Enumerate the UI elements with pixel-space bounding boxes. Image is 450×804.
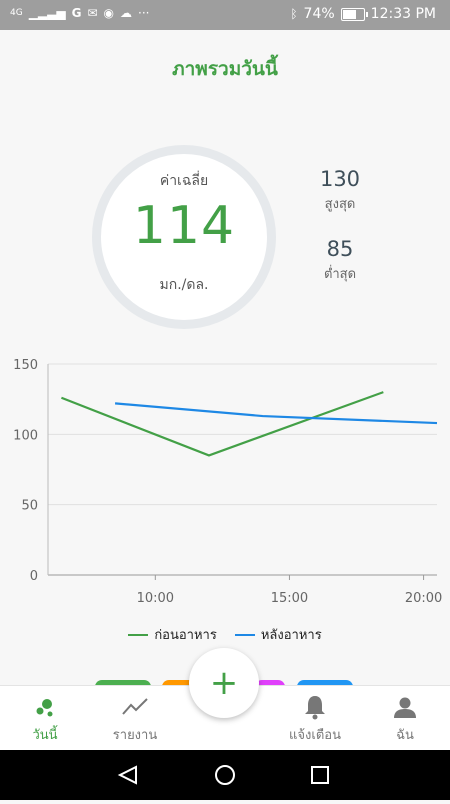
legend-swatch-before-meal	[128, 633, 149, 636]
signal-icon: ▁▂▃▅	[28, 6, 66, 20]
average-gauge: ค่าเฉลี่ย 114 มก./ดล.	[92, 145, 276, 329]
clock: 12:33 PM	[370, 6, 436, 22]
series-line-before-meal	[61, 391, 384, 457]
x-tick-label: 20:00	[405, 591, 442, 606]
average-value: 114	[132, 196, 236, 256]
average-label: ค่าเฉลี่ย	[159, 173, 209, 189]
y-tick-label: 50	[21, 499, 38, 514]
nav-notifications[interactable]: แจ้งเตือน	[275, 694, 355, 745]
bell-icon	[275, 694, 355, 720]
chart-legend: ก่อนอาหาร หลังอาหาร	[0, 624, 450, 645]
min-value: 85	[326, 237, 354, 261]
status-left: 4G ▁▂▃▅ G ✉ ◉ ☁ ···	[10, 6, 149, 20]
gmail-icon: ✉	[87, 6, 98, 20]
system-nav-bar	[0, 750, 450, 800]
ellipsis-icon: ···	[138, 6, 150, 20]
y-tick-label: 0	[30, 569, 38, 584]
cloud-icon: ☁	[120, 6, 133, 20]
dots-icon	[5, 694, 85, 720]
nav-me[interactable]: ฉัน	[365, 694, 445, 745]
min-label: ต่ำสุด	[323, 267, 357, 282]
battery-icon	[340, 7, 368, 21]
series-line-after-meal	[114, 402, 438, 425]
nav-report[interactable]: รายงาน	[95, 694, 175, 745]
nav-notifications-label: แจ้งเตือน	[289, 728, 341, 743]
nav-today-label: วันนี้	[32, 728, 58, 743]
legend-item-after-meal: หลังอาหาร	[234, 624, 322, 645]
unit-label: มก./ดล.	[159, 277, 209, 293]
plus-icon: +	[209, 663, 239, 703]
battery-percent: 74%	[303, 6, 335, 22]
nav-me-label: ฉัน	[396, 728, 414, 743]
recents-icon	[311, 766, 329, 784]
legend-label-before-meal: ก่อนอาหาร	[154, 628, 217, 643]
glucose-chart: 0 50 100 150 10:00 15:00 20:00	[13, 358, 442, 606]
x-tick-label: 10:00	[137, 591, 174, 606]
max-label: สูงสุด	[324, 197, 356, 212]
y-tick-label: 150	[13, 358, 38, 373]
google-icon: G	[71, 6, 82, 20]
network-type: 4G	[10, 8, 23, 18]
legend-label-after-meal: หลังอาหาร	[260, 628, 322, 643]
max-stat: 130 สูงสุด	[300, 167, 380, 214]
max-value: 130	[319, 167, 361, 191]
home-icon	[215, 765, 235, 785]
page-title: ภาพรวมวันนี้	[172, 58, 278, 80]
nav-report-label: รายงาน	[112, 728, 158, 743]
bluetooth-icon: ᛒ	[290, 7, 298, 21]
panda-icon: ◉	[103, 6, 115, 20]
person-icon	[365, 694, 445, 720]
status-bar: 4G ▁▂▃▅ G ✉ ◉ ☁ ··· ᛒ 74% 12:33 PM	[0, 0, 450, 30]
status-right: ᛒ 74% 12:33 PM	[290, 6, 436, 22]
nav-today[interactable]: วันนี้	[5, 694, 85, 745]
y-tick-label: 100	[13, 428, 38, 443]
back-icon	[117, 765, 137, 785]
add-reading-button[interactable]: +	[189, 648, 259, 718]
min-stat: 85 ต่ำสุด	[300, 237, 380, 284]
trend-icon	[95, 694, 175, 720]
legend-item-before-meal: ก่อนอาหาร	[128, 624, 217, 645]
x-tick-label: 15:00	[271, 591, 308, 606]
legend-swatch-after-meal	[234, 633, 255, 636]
